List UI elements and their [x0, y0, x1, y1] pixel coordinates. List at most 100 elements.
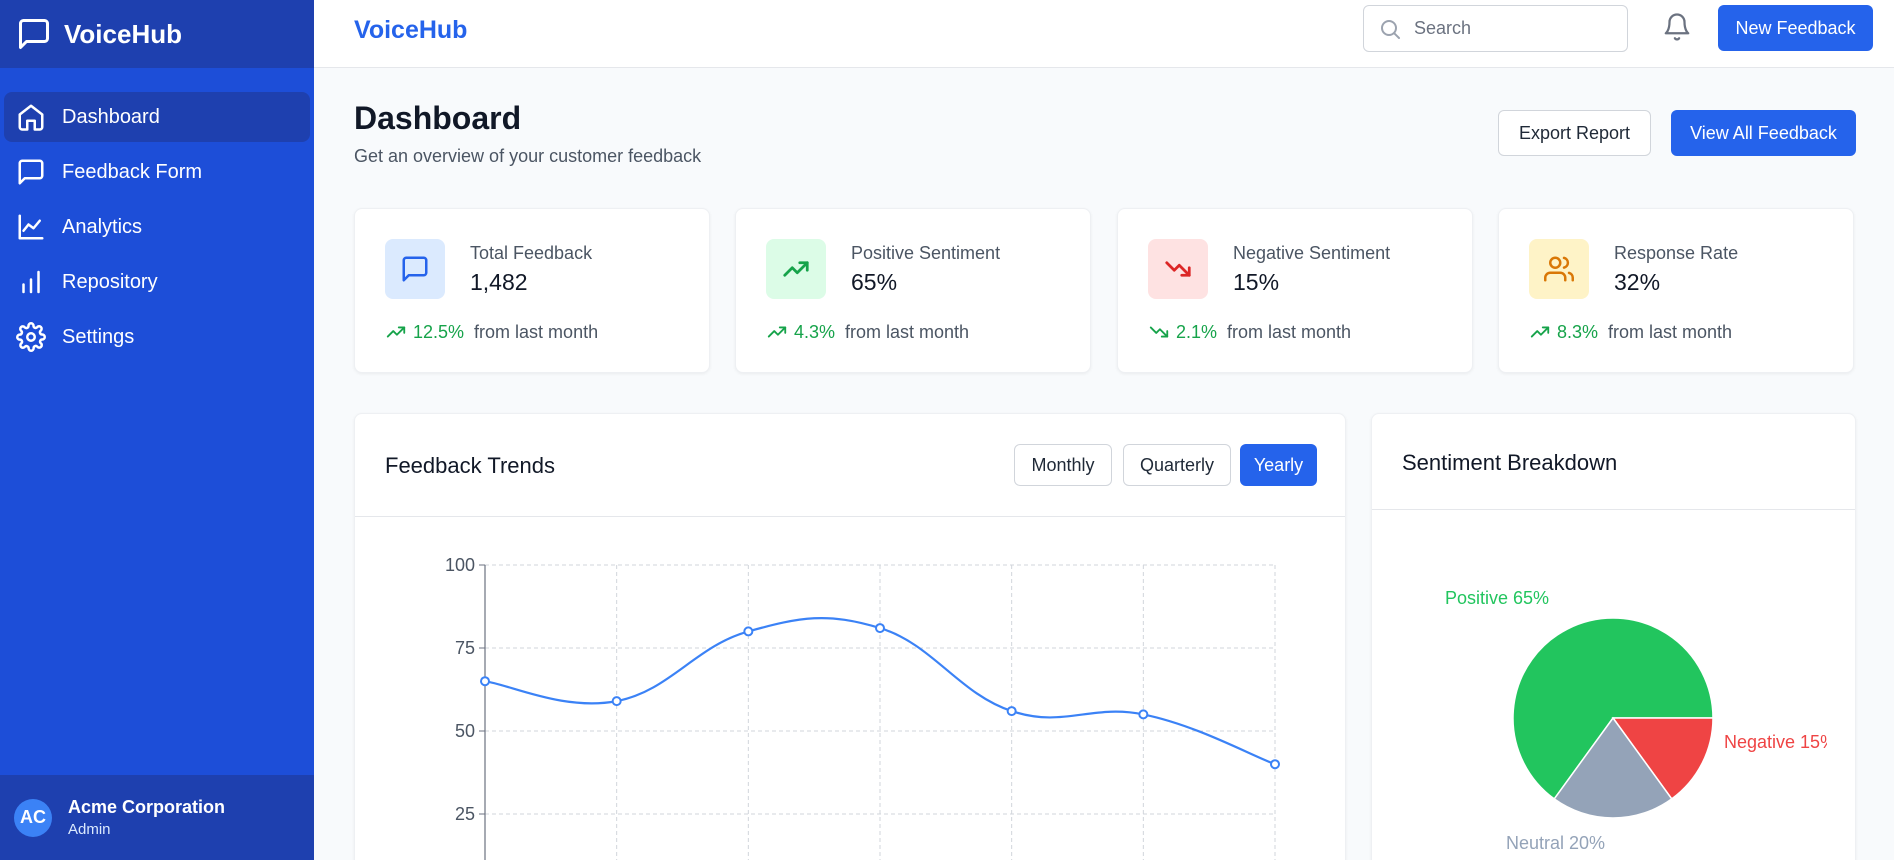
stat-icon-box: [385, 239, 445, 299]
stat-icon-box: [766, 239, 826, 299]
sidebar-item-settings[interactable]: Settings: [4, 312, 310, 362]
sidebar-item-dashboard[interactable]: Dashboard: [4, 92, 310, 142]
view-all-feedback-button[interactable]: View All Feedback: [1671, 110, 1856, 156]
stat-change: 8.3% from last month: [1529, 321, 1732, 343]
stat-value: 32%: [1614, 269, 1661, 295]
data-point[interactable]: [1006, 706, 1017, 717]
data-point[interactable]: [1270, 759, 1280, 770]
stat-change-value: 8.3%: [1557, 321, 1599, 342]
stat-value: 15%: [1233, 269, 1280, 295]
pie-label: Positive 65%: [1445, 588, 1549, 608]
pie-label: Neutral 20%: [1506, 833, 1605, 853]
pie-slice[interactable]: [1611, 717, 1714, 800]
sentiment-breakdown-card: Sentiment Breakdown Positive 65% Negative…: [1371, 413, 1856, 860]
y-tick-label: 25: [455, 804, 475, 824]
pie-slice[interactable]: [1512, 617, 1714, 800]
home-icon: [18, 104, 44, 131]
feedback-trends-title: Feedback Trends: [385, 453, 555, 478]
search-box[interactable]: [1363, 5, 1628, 52]
sidebar-item-label: Repository: [62, 270, 158, 293]
divider: [355, 516, 1345, 517]
trending-up-icon: [783, 261, 809, 277]
bar-chart-icon: [22, 270, 40, 294]
stat-change-text: from last month: [1608, 321, 1733, 342]
avatar: AC: [14, 798, 52, 837]
message-square-icon: [18, 159, 44, 185]
search-icon: [1381, 19, 1400, 39]
stat-label: Response Rate: [1614, 243, 1739, 263]
sidebar: VoiceHub Dashboard Feedback Form Analyti…: [0, 0, 314, 860]
stat-change-text: from last month: [474, 321, 599, 342]
sidebar-brand[interactable]: VoiceHub: [0, 0, 314, 68]
sidebar-item-label: Dashboard: [62, 105, 160, 128]
gear-icon: [16, 322, 46, 352]
export-report-button[interactable]: Export Report: [1498, 110, 1651, 156]
stat-icon-box: [1148, 239, 1208, 299]
trending-down-icon: [1165, 261, 1191, 277]
stat-card-total-feedback: Total Feedback 1,482 12.5% from last mon…: [354, 208, 710, 373]
stat-change: 12.5% from last month: [385, 321, 598, 343]
stat-change-text: from last month: [845, 321, 970, 342]
trending-up-icon: [386, 326, 406, 338]
stat-icon-box: [1529, 239, 1589, 299]
y-tick-label: 50: [455, 721, 475, 741]
sentiment-breakdown-title: Sentiment Breakdown: [1402, 450, 1618, 475]
data-point[interactable]: [611, 696, 622, 707]
trending-up-icon: [1530, 326, 1550, 338]
sidebar-nav: Dashboard Feedback Form Analytics Reposi…: [0, 68, 314, 362]
data-point[interactable]: [480, 676, 490, 687]
bell-icon[interactable]: [1662, 12, 1692, 42]
users-icon: [1544, 256, 1574, 282]
user-profile[interactable]: AC Acme Corporation Admin: [0, 775, 314, 860]
feedback-trends-chart: 100 75 50 25: [445, 555, 1280, 860]
header-title[interactable]: VoiceHub: [354, 16, 468, 44]
stat-change-value: 12.5%: [413, 321, 465, 342]
stat-value: 65%: [851, 269, 898, 295]
top-header: VoiceHub New Feedback: [314, 0, 1894, 68]
message-square-icon: [402, 256, 428, 282]
page-subtitle: Get an overview of your customer feedbac…: [354, 146, 702, 166]
stat-label: Negative Sentiment: [1233, 243, 1391, 263]
y-tick-label: 75: [455, 638, 475, 658]
sidebar-item-label: Feedback Form: [62, 160, 203, 183]
trending-up-icon: [767, 326, 787, 338]
range-yearly-button[interactable]: Yearly: [1240, 444, 1317, 486]
search-input[interactable]: [1414, 18, 1614, 39]
feedback-trends-card: Feedback Trends Monthly Quarterly Yearly…: [354, 413, 1346, 860]
stat-change-text: from last month: [1227, 321, 1352, 342]
sidebar-item-label: Settings: [62, 325, 135, 348]
stat-card-positive-sentiment: Positive Sentiment 65% 4.3% from last mo…: [735, 208, 1091, 373]
brand-name: VoiceHub: [64, 18, 182, 49]
page-title: Dashboard: [354, 100, 522, 136]
sidebar-item-repository[interactable]: Repository: [4, 257, 310, 307]
pie-label: Negative 15%: [1724, 732, 1827, 752]
range-monthly-button[interactable]: Monthly: [1014, 444, 1112, 486]
divider: [1372, 509, 1855, 510]
stat-value: 1,482: [470, 269, 528, 295]
sidebar-item-label: Analytics: [62, 215, 143, 238]
user-role: Admin: [68, 821, 111, 838]
sentiment-pie-chart: Positive 65% Negative 15% Neutral 20%: [1445, 588, 1827, 853]
data-point[interactable]: [743, 626, 754, 637]
stat-label: Positive Sentiment: [851, 243, 1001, 263]
message-square-icon: [19, 19, 49, 49]
sidebar-item-analytics[interactable]: Analytics: [4, 202, 310, 252]
sidebar-item-feedback-form[interactable]: Feedback Form: [4, 147, 310, 197]
stat-label: Total Feedback: [470, 243, 593, 263]
y-tick-label: 100: [445, 555, 475, 575]
data-point[interactable]: [1138, 709, 1149, 720]
line-chart-icon: [18, 214, 44, 240]
trending-down-icon: [1149, 326, 1169, 338]
data-point[interactable]: [875, 623, 885, 634]
pie-slice[interactable]: [1553, 716, 1673, 819]
stat-change: 2.1% from last month: [1148, 321, 1351, 343]
new-feedback-button[interactable]: New Feedback: [1718, 5, 1873, 51]
user-name: Acme Corporation: [68, 797, 226, 817]
stat-card-negative-sentiment: Negative Sentiment 15% 2.1% from last mo…: [1117, 208, 1473, 373]
stat-change-value: 4.3%: [794, 321, 836, 342]
stat-change-value: 2.1%: [1176, 321, 1218, 342]
user-info: Acme Corporation Admin: [68, 797, 225, 838]
range-quarterly-button[interactable]: Quarterly: [1123, 444, 1231, 486]
stat-change: 4.3% from last month: [766, 321, 969, 343]
stat-card-response-rate: Response Rate 32% 8.3% from last month: [1498, 208, 1854, 373]
